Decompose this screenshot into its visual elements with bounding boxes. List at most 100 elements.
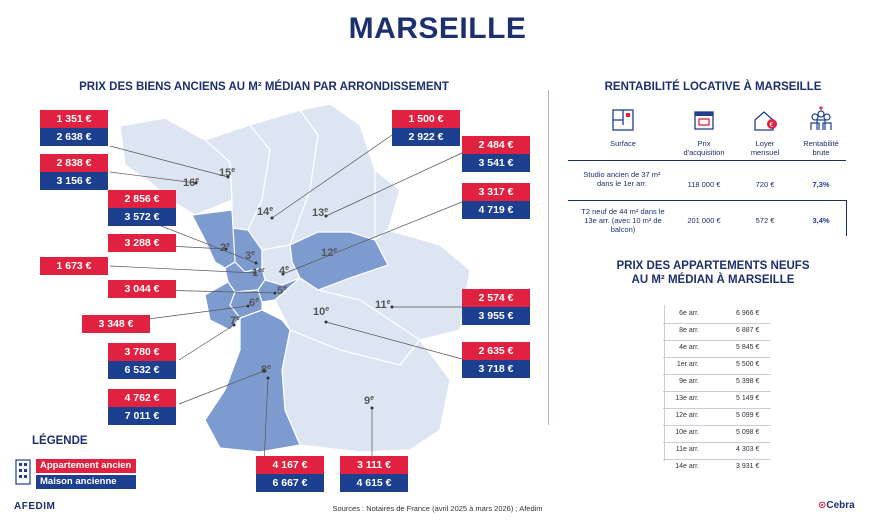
- label-15: 15e: [219, 167, 235, 179]
- label-5: 5e: [277, 285, 287, 297]
- legend-title: LÉGENDE: [32, 435, 88, 447]
- neuf-value: 5 099 €: [736, 412, 760, 419]
- rent-header-surface: Surface: [610, 139, 636, 148]
- label-10: 10e: [313, 306, 329, 318]
- legend-maison: Maison ancienne: [36, 475, 136, 489]
- neuf-arr: 10e arr.: [675, 429, 699, 436]
- price-12-maison: 6 667 €: [256, 474, 324, 492]
- cebra-logo-text: Cebra: [826, 500, 855, 511]
- rent-row2-surface: T2 neuf de 44 m² dans le 13e arr. (avec …: [581, 207, 665, 234]
- label-9: 9e: [364, 395, 374, 407]
- shop-icon: [694, 111, 714, 130]
- label-12: 12e: [321, 247, 337, 259]
- rent-line-right: [846, 200, 847, 236]
- neuf-row: 6e arr. 6 966 €: [663, 305, 771, 324]
- price-1-appartement: 1 673 €: [40, 257, 108, 275]
- neuf-value: 4 303 €: [736, 446, 760, 453]
- rent-row2-loyer: 572 €: [755, 216, 775, 225]
- price-15-maison: 2 638 €: [40, 128, 108, 146]
- rent-row1-loyer: 720 €: [755, 180, 775, 189]
- price-4-maison: 4 719 €: [462, 201, 530, 219]
- label-16: 16e: [183, 177, 199, 189]
- rent-row2-rentabilite: 3,4%: [812, 216, 830, 225]
- rent-header-rentabilite: Rentabilité brute: [803, 139, 839, 157]
- neuf-row: 14e arr. 3 931 €: [663, 458, 771, 476]
- district-labels: 16e 15e 14e 13e 12e 11e 10e 9e 8e 7e 6e …: [183, 167, 391, 407]
- building-icon: [15, 459, 31, 485]
- sources-text: Sources : Notaires de France (avril 2025…: [332, 504, 543, 513]
- rent-header-prix: Prix d'acquisition: [683, 139, 725, 157]
- neuf-value: 5 845 €: [736, 344, 760, 351]
- price-16-appartement: 2 838 €: [40, 154, 108, 172]
- right-section-title: RENTABILITÉ LOCATIVE À MARSEILLE: [604, 81, 822, 93]
- price-13-appartement: 2 484 €: [462, 136, 530, 154]
- district-2: [191, 209, 236, 269]
- district-12-outer: [374, 168, 401, 242]
- label-2: 2e: [220, 242, 230, 254]
- price-12-appartement: 4 167 €: [256, 456, 324, 474]
- leader-dots: [194, 175, 394, 410]
- neuf-value: 3 931 €: [736, 463, 760, 470]
- page-title: MARSEILLE: [348, 12, 527, 45]
- legend-appartement: Appartement ancien: [36, 459, 136, 473]
- neuf-arr: 11e arr.: [675, 446, 699, 453]
- divider: [548, 90, 549, 425]
- price-15-appartement: 1 351 €: [40, 110, 108, 128]
- floor-plan-icon: [612, 109, 634, 131]
- price-14-maison: 2 922 €: [392, 128, 460, 146]
- label-3: 3e: [245, 250, 255, 262]
- leader-lines: [109, 134, 463, 466]
- neuf-row: 10e arr. 5 098 €: [663, 424, 771, 443]
- cebra-logo: ⊙Cebra: [818, 500, 855, 511]
- label-8: 8e: [261, 364, 271, 376]
- neuf-title-line1: PRIX DES APPARTEMENTS NEUFS: [616, 260, 810, 272]
- neuf-row: 4e arr. 5 845 €: [663, 339, 771, 358]
- neuf-title-line2: AU M² MÉDIAN À MARSEILLE: [631, 274, 795, 286]
- price-13-maison: 3 541 €: [462, 154, 530, 172]
- label-14: 14e: [257, 206, 273, 218]
- neuf-row: 12e arr. 5 099 €: [663, 407, 771, 426]
- neuf-arr: 13e arr.: [675, 395, 699, 402]
- neuf-arr: 6e arr.: [679, 310, 699, 317]
- price-16-maison: 3 156 €: [40, 172, 108, 190]
- neuf-value: 5 149 €: [736, 395, 760, 402]
- left-section-title: PRIX DES BIENS ANCIENS AU M² MÉDIAN PAR …: [79, 81, 449, 93]
- house-euro-icon: €: [754, 111, 777, 131]
- price-7-appartement: 3 780 €: [108, 343, 176, 361]
- rent-row1-rentabilite: 7,3%: [812, 180, 830, 189]
- price-8-appartement: 4 762 €: [108, 389, 176, 407]
- neuf-row: 13e arr. 5 149 €: [663, 390, 771, 409]
- label-7: 7e: [230, 315, 240, 327]
- svg-text:€: €: [770, 122, 774, 129]
- map-shapes: [119, 103, 471, 453]
- rent-row2-prix: 201 000 €: [687, 216, 721, 225]
- district-7: [204, 281, 241, 331]
- price-9-appartement: 3 111 €: [340, 456, 408, 474]
- neuf-arr: 4e arr.: [679, 344, 699, 351]
- rent-line-top: [568, 160, 846, 161]
- price-5-appartement: 3 044 €: [108, 280, 176, 298]
- price-8-maison: 7 011 €: [108, 407, 176, 425]
- neuf-arr: 1er arr.: [676, 361, 699, 368]
- district-map: 16e 15e 14e 13e 12e 11e 10e 9e 8e 7e 6e …: [109, 103, 471, 466]
- rent-row1-surface: Studio ancien de 37 m² dans le 1er arr.: [583, 170, 661, 188]
- neuf-row: 11e arr. 4 303 €: [663, 441, 771, 460]
- neuf-row: 9e arr. 5 398 €: [663, 373, 771, 392]
- price-6-appartement: 3 348 €: [82, 315, 150, 333]
- price-7-maison: 6 532 €: [108, 361, 176, 379]
- neuf-value: 5 098 €: [736, 429, 760, 436]
- people-icon: [810, 106, 832, 130]
- neuf-row: 1er arr. 5 500 €: [663, 356, 771, 375]
- rent-line-mid: [568, 200, 846, 201]
- rent-row1-prix: 118 000 €: [687, 180, 721, 189]
- price-2-appartement: 3 288 €: [108, 234, 176, 252]
- neuf-arr: 8e arr.: [679, 327, 699, 334]
- price-9-maison: 4 615 €: [340, 474, 408, 492]
- price-3-maison: 3 572 €: [108, 208, 176, 226]
- afedim-logo: AFEDIM: [14, 501, 56, 512]
- price-14-appartement: 1 500 €: [392, 110, 460, 128]
- neuf-value: 6 887 €: [736, 327, 760, 334]
- neuf-value: 5 398 €: [736, 378, 760, 385]
- district-8: [204, 309, 301, 453]
- price-11-maison: 3 955 €: [462, 307, 530, 325]
